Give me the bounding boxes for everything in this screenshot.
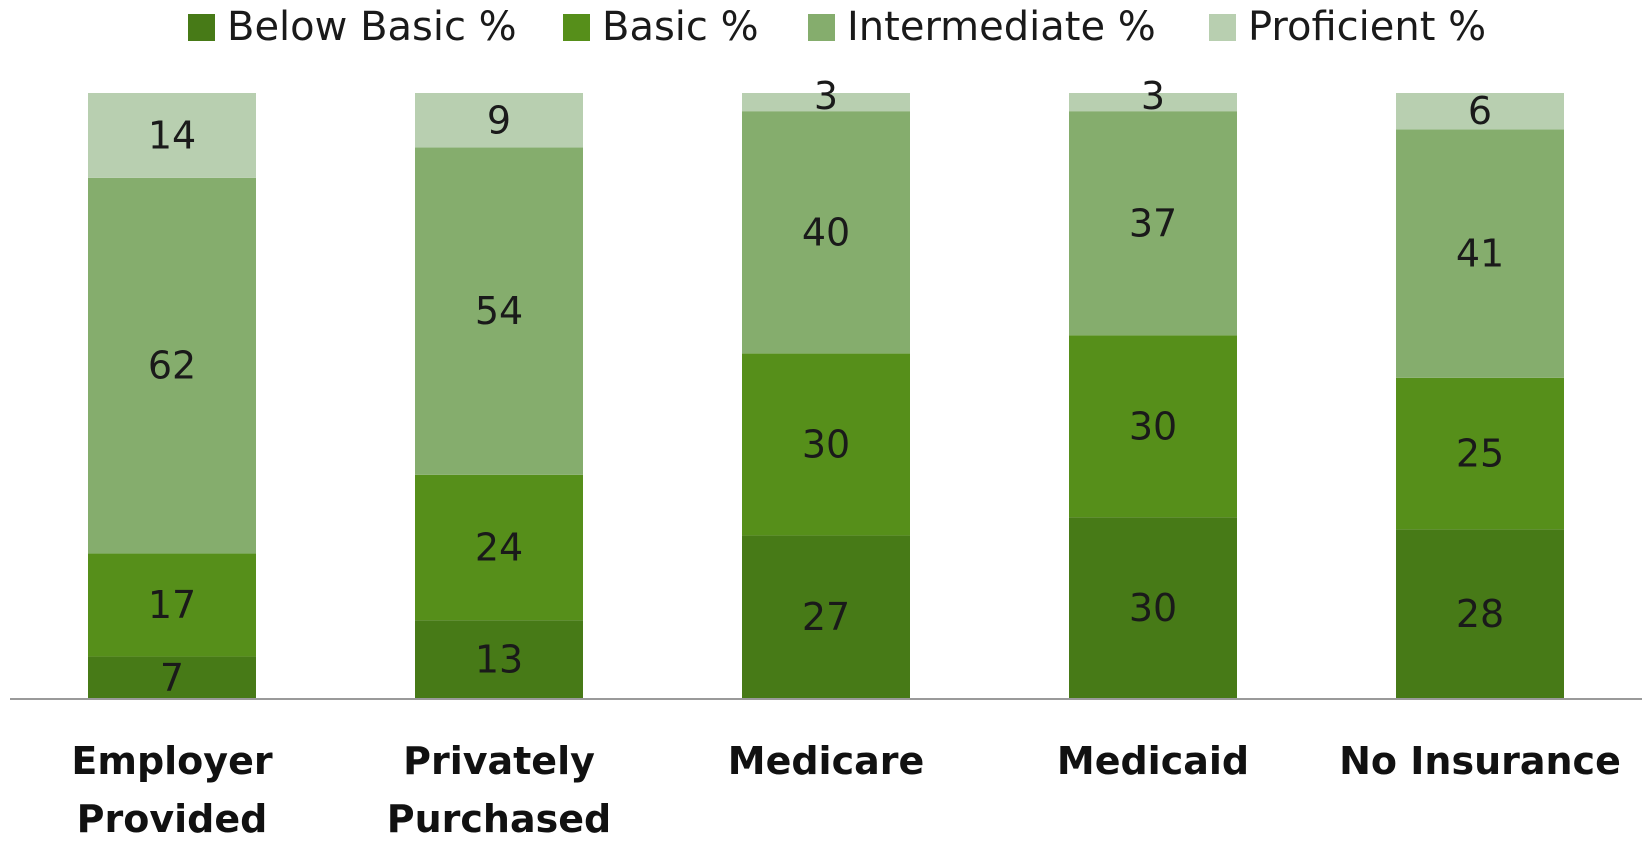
bar-segment — [1069, 335, 1237, 518]
data-label: 24 — [475, 526, 523, 570]
data-label: 54 — [475, 289, 523, 333]
bar-segment — [415, 474, 583, 621]
bar-segment — [742, 111, 910, 354]
category-label: Employer — [71, 739, 272, 783]
category-labels: Employer Provided Privately Purchased Medica… — [71, 739, 1620, 841]
data-label: 41 — [1456, 232, 1504, 276]
data-label: 14 — [148, 113, 196, 157]
bar-segment — [88, 93, 256, 178]
data-label: 37 — [1129, 201, 1177, 245]
bar-segment — [742, 535, 910, 699]
category-label: Purchased — [387, 797, 611, 841]
legend-label: Below Basic % — [227, 4, 517, 50]
data-labels: 7 17 62 14 13 24 54 9 27 30 40 3 30 30 37 3 28 25 41 6 — [148, 74, 1504, 700]
legend-label: Proficient % — [1248, 4, 1486, 50]
category-label: Privately — [403, 739, 595, 783]
bar-segment — [1069, 93, 1237, 112]
data-label: 17 — [148, 583, 196, 627]
data-label: 13 — [475, 638, 523, 682]
legend-label: Intermediate % — [847, 4, 1156, 50]
bar-segment — [1396, 93, 1564, 130]
bar-segment — [1396, 529, 1564, 699]
bar-segment — [742, 353, 910, 536]
category-label: Medicare — [728, 739, 925, 783]
data-label: 6 — [1468, 89, 1492, 133]
data-label: 40 — [802, 210, 850, 254]
legend-swatch — [188, 14, 215, 41]
data-label: 25 — [1456, 432, 1504, 476]
data-label: 9 — [487, 98, 511, 142]
data-label: 28 — [1456, 592, 1504, 636]
data-label: 30 — [802, 422, 850, 466]
legend-swatch — [563, 14, 590, 41]
data-label: 30 — [1129, 404, 1177, 448]
data-label: 62 — [148, 344, 196, 388]
bars — [88, 93, 1564, 699]
data-label: 27 — [802, 595, 850, 639]
data-label: 3 — [1141, 74, 1165, 118]
data-label: 30 — [1129, 586, 1177, 630]
bar-segment — [1396, 377, 1564, 530]
bar-segment — [742, 93, 910, 112]
legend-swatch — [808, 14, 835, 41]
bar-segment — [415, 147, 583, 475]
legend: Below Basic % Basic % Intermediate % Profic… — [188, 4, 1486, 50]
bar-segment — [88, 656, 256, 699]
bar-segment — [415, 93, 583, 148]
category-label: No Insurance — [1339, 739, 1621, 783]
data-label: 3 — [814, 74, 838, 118]
legend-swatch — [1209, 14, 1236, 41]
bar-segment — [1069, 517, 1237, 699]
legend-label: Basic % — [602, 4, 759, 50]
bar-segment — [1396, 129, 1564, 378]
category-label: Provided — [77, 797, 268, 841]
data-label: 7 — [160, 656, 184, 700]
category-label: Medicaid — [1057, 739, 1249, 783]
bar-segment — [1069, 111, 1237, 336]
bar-segment — [415, 620, 583, 699]
bar-segment — [88, 553, 256, 657]
bar-segment — [88, 177, 256, 554]
